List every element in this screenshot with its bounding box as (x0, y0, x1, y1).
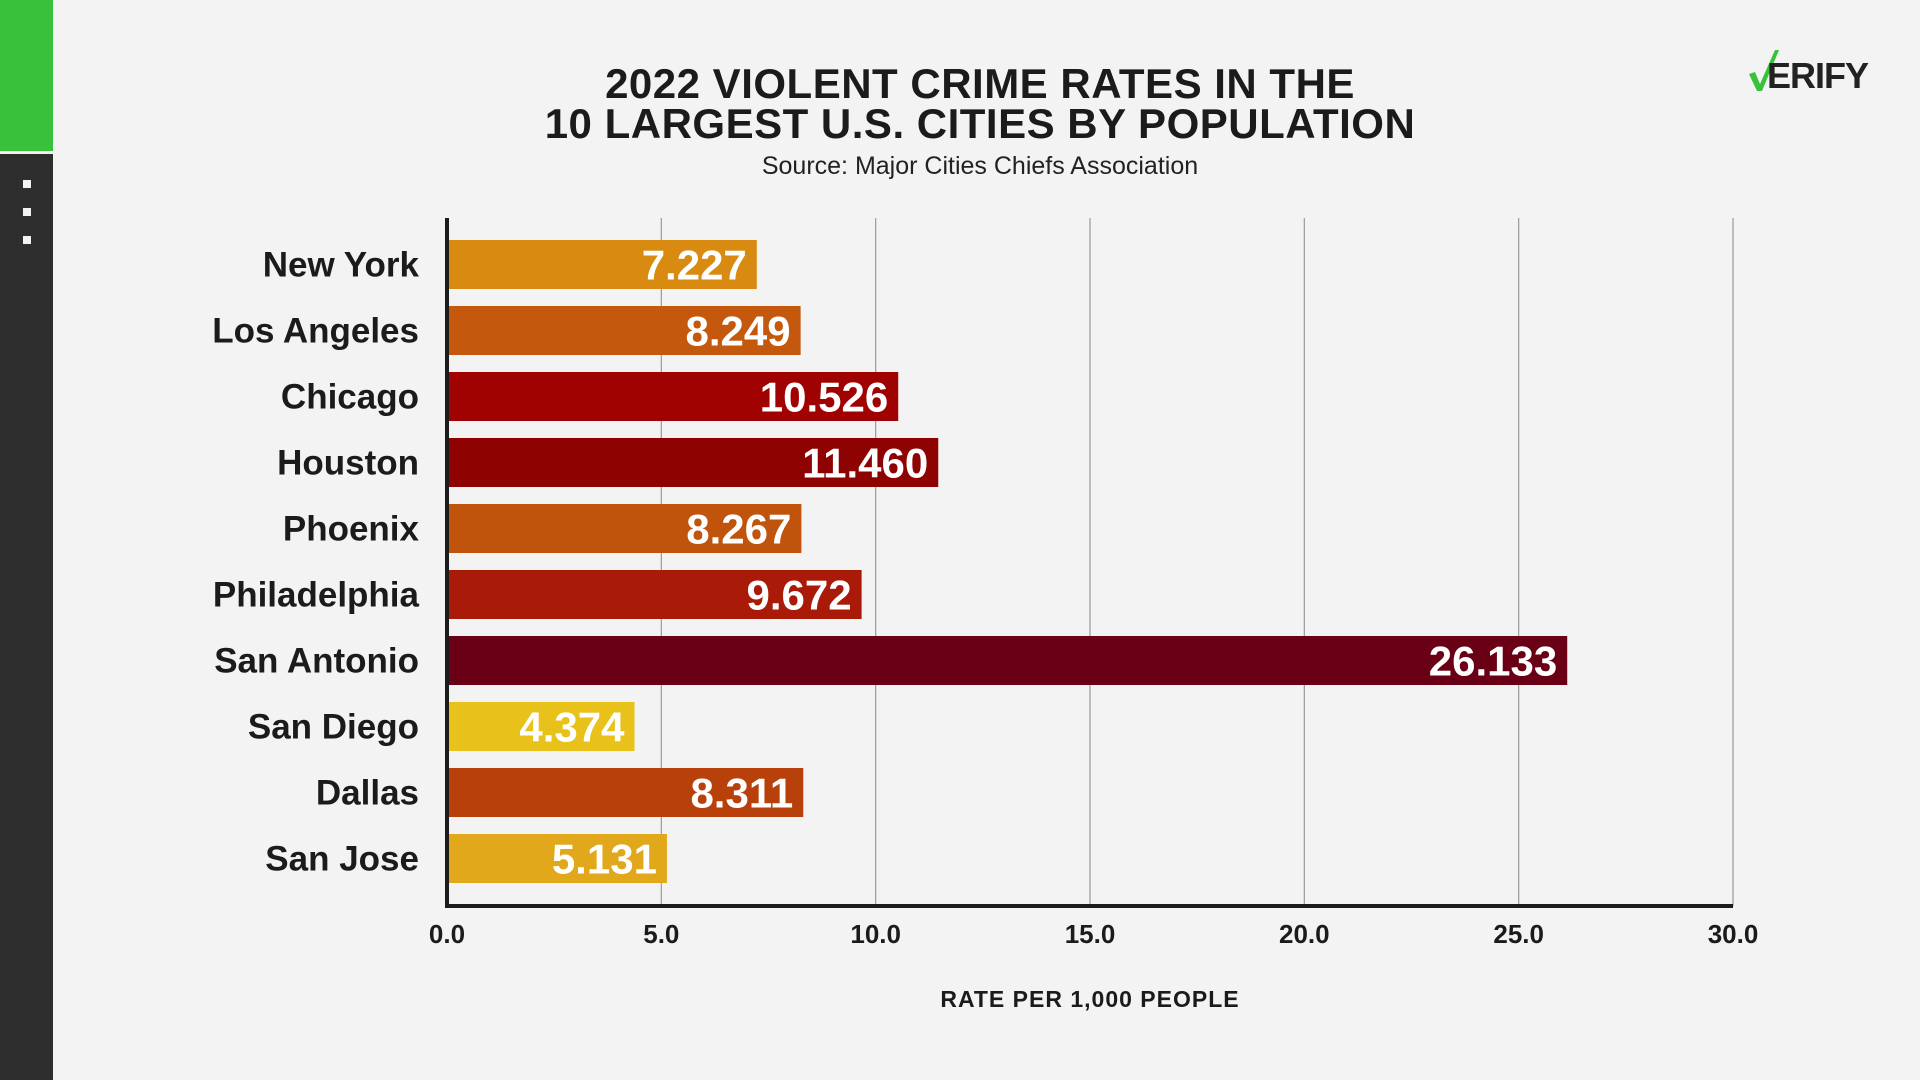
verify-logo: ERIFY (1745, 48, 1870, 98)
bar-houston (447, 438, 939, 487)
data-label: 7.227 (642, 242, 747, 289)
data-label: 10.526 (760, 374, 888, 421)
x-tick-label: 20.0 (1279, 919, 1330, 949)
category-label: Philadelphia (213, 576, 420, 615)
category-label: Chicago (281, 378, 419, 417)
x-tick-label: 0.0 (429, 919, 465, 949)
data-label: 8.267 (686, 506, 791, 553)
category-label: Phoenix (283, 510, 420, 549)
category-label: San Jose (265, 840, 419, 879)
chart-title-line1: 2022 VIOLENT CRIME RATES IN THE (605, 60, 1355, 107)
category-label: New York (263, 246, 420, 285)
bar-philadelphia (447, 570, 862, 619)
x-tick-label: 30.0 (1708, 919, 1759, 949)
data-label: 11.460 (802, 440, 928, 487)
sidebar-accent (0, 0, 53, 151)
bar-dallas (447, 768, 804, 817)
category-label: San Diego (248, 708, 419, 747)
bar-san-diego (447, 702, 635, 751)
dot (23, 236, 31, 244)
category-label: Houston (277, 444, 419, 483)
bar-new-york (447, 240, 757, 289)
x-tick-label: 5.0 (643, 919, 679, 949)
bar-san-antonio (447, 636, 1568, 685)
category-label: San Antonio (214, 642, 419, 681)
x-axis-title: RATE PER 1,000 PEOPLE (940, 986, 1239, 1012)
bar-phoenix (447, 504, 802, 553)
bar-san-jose (447, 834, 667, 883)
sidebar-divider (0, 151, 53, 154)
chart-title-line2: 10 LARGEST U.S. CITIES BY POPULATION (544, 100, 1416, 147)
x-tick-label: 25.0 (1493, 919, 1544, 949)
dot (23, 208, 31, 216)
x-tick-label: 15.0 (1065, 919, 1116, 949)
data-label: 5.131 (552, 836, 657, 883)
category-label: Los Angeles (212, 312, 419, 351)
chart-subtitle: Source: Major Cities Chiefs Association (761, 152, 1199, 180)
svg-text:ERIFY: ERIFY (1767, 55, 1869, 93)
data-label: 8.249 (685, 308, 790, 355)
bar-chicago (447, 372, 899, 421)
dot (23, 180, 31, 188)
data-label: 9.672 (746, 572, 851, 619)
category-label: Dallas (316, 774, 419, 813)
data-label: 4.374 (519, 704, 625, 751)
data-label: 26.133 (1429, 638, 1557, 685)
bar-los-angeles (447, 306, 801, 355)
data-label: 8.311 (690, 770, 793, 817)
x-tick-label: 10.0 (850, 919, 901, 949)
